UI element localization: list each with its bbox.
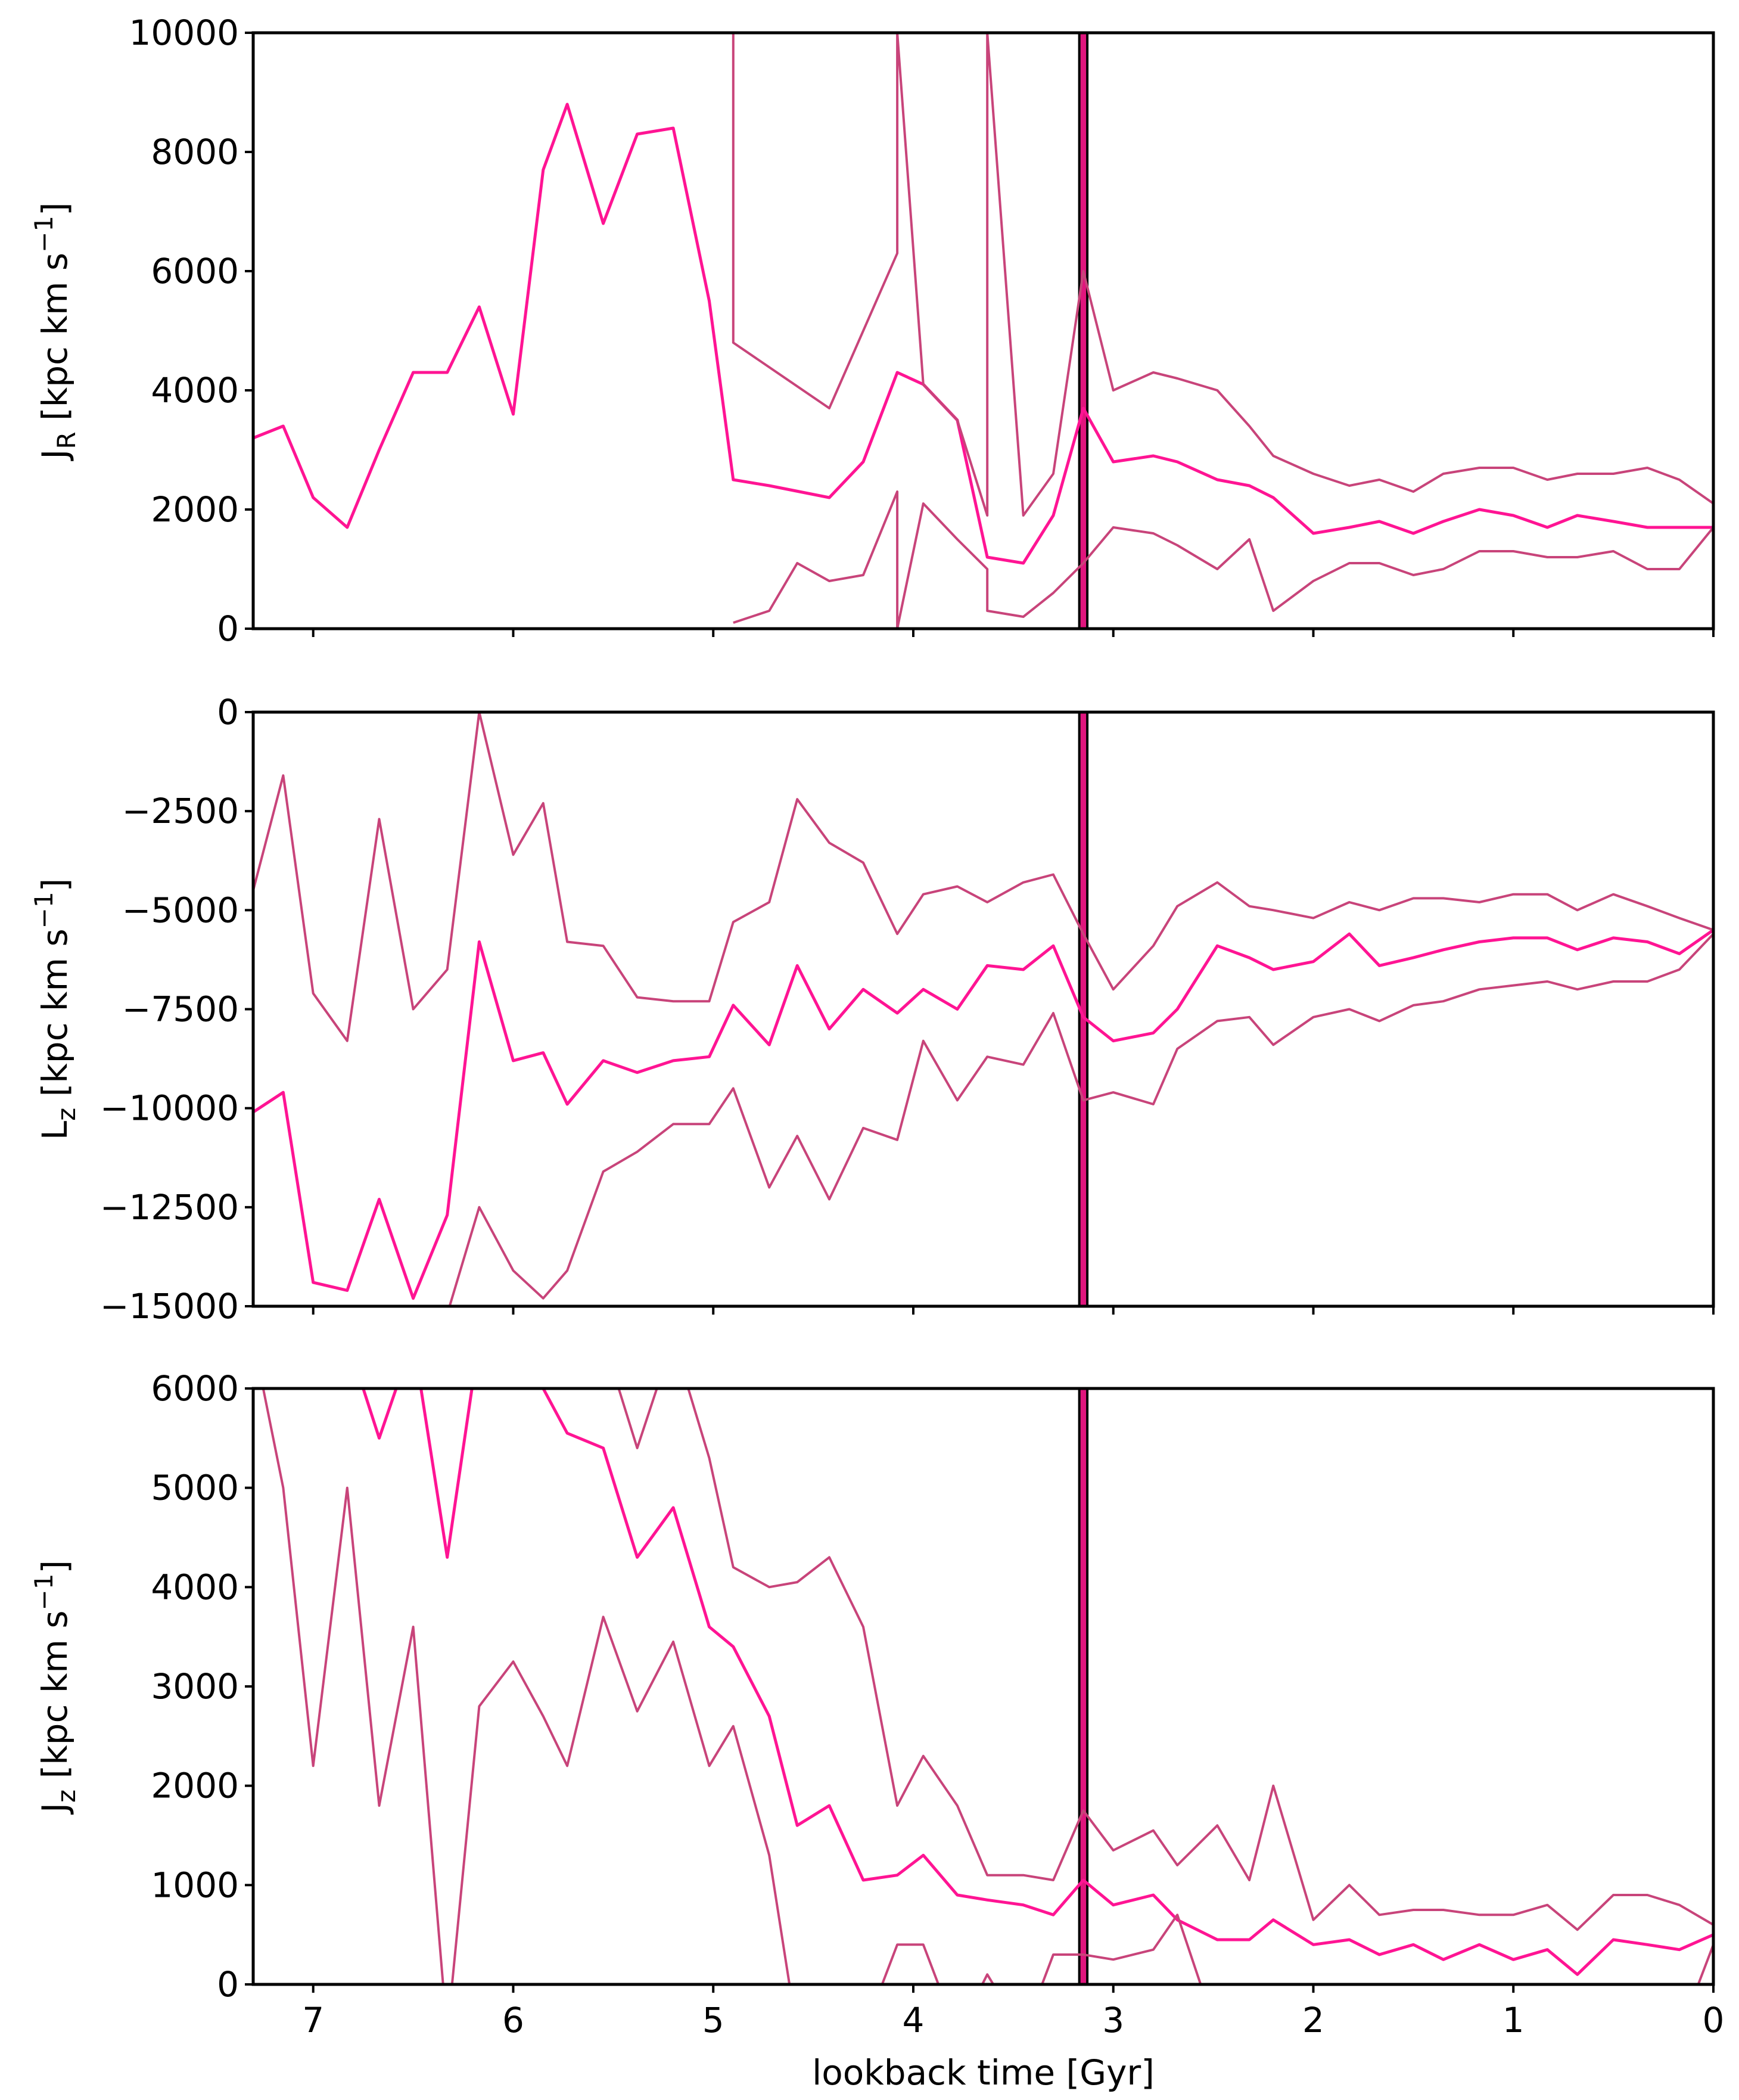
y-tick-label: −12500 xyxy=(100,1187,239,1228)
y-tick-label: 6000 xyxy=(151,251,239,291)
y-tick-label: 2000 xyxy=(151,489,239,530)
axes-frame xyxy=(251,31,1715,630)
y-tick-label: 4000 xyxy=(151,1567,239,1607)
series-upper-line xyxy=(253,712,1713,1042)
series-upper-line xyxy=(732,33,1713,517)
y-tick-label: 6000 xyxy=(151,1368,239,1409)
y-tick-label: −15000 xyxy=(100,1286,239,1327)
y-tick-label: −7500 xyxy=(122,989,239,1030)
plot-area xyxy=(253,33,1713,629)
series-upper-line xyxy=(617,1388,1713,1931)
x-tick-label: 6 xyxy=(502,2000,524,2040)
x-tick-label: 2 xyxy=(1302,2000,1324,2040)
y-tick-label: 0 xyxy=(217,608,239,649)
series-lower-line xyxy=(448,933,1713,1306)
x-tick-label: 3 xyxy=(1102,2000,1124,2040)
y-tick-label: 0 xyxy=(217,1964,239,2005)
y-tick-label: 3000 xyxy=(151,1666,239,1707)
x-tick-label: 1 xyxy=(1502,2000,1525,2040)
x-tick-label: 7 xyxy=(302,2000,324,2040)
series-median-line xyxy=(253,102,1713,565)
plot-area xyxy=(262,1388,1713,1984)
y-tick-label: 4000 xyxy=(151,370,239,411)
plot-area xyxy=(253,712,1713,1306)
y-tick-label: 0 xyxy=(217,692,239,732)
series-lower-line xyxy=(733,490,1713,629)
y-axis-label: JR [kpc km s−1] xyxy=(29,202,81,461)
y-axis-label: Lz [kpc km s−1] xyxy=(29,878,81,1140)
panel-jz: 7 6 5 4 3 2 1 0 0 1000 2000 3000 4000 5000 6000 Jz [kpc… xyxy=(29,1368,1725,2093)
event-band xyxy=(1078,1388,1089,1984)
y-tick-label: 2000 xyxy=(151,1766,239,1806)
y-tick-label: −2500 xyxy=(122,791,239,831)
panel-jr: 0 2000 4000 6000 8000 10000 JR [kpc km s−1] xyxy=(29,13,1715,649)
x-tick-label: 0 xyxy=(1703,2000,1725,2040)
y-tick-label: −5000 xyxy=(122,890,239,930)
event-band xyxy=(1078,33,1089,629)
y-axis-label: Jz [kpc km s−1] xyxy=(29,1560,81,1815)
series-median-line xyxy=(362,1388,1713,1976)
y-tick-label: 1000 xyxy=(151,1865,239,1905)
y-tick-label: 5000 xyxy=(151,1468,239,1508)
x-tick-label: 5 xyxy=(702,2000,724,2040)
y-tick-label: −10000 xyxy=(100,1088,239,1129)
x-axis-label: lookback time [Gyr] xyxy=(812,2052,1155,2093)
panel-lz: 0 −2500 −5000 −7500 −10000 −12500 −15000 Lz [kp… xyxy=(29,692,1715,1327)
y-tick-label: 8000 xyxy=(151,132,239,172)
y-tick-label: 10000 xyxy=(129,13,239,53)
x-tick-label: 4 xyxy=(903,2000,925,2040)
series-lower-line xyxy=(262,1388,1713,1984)
series-median-line xyxy=(253,928,1713,1300)
